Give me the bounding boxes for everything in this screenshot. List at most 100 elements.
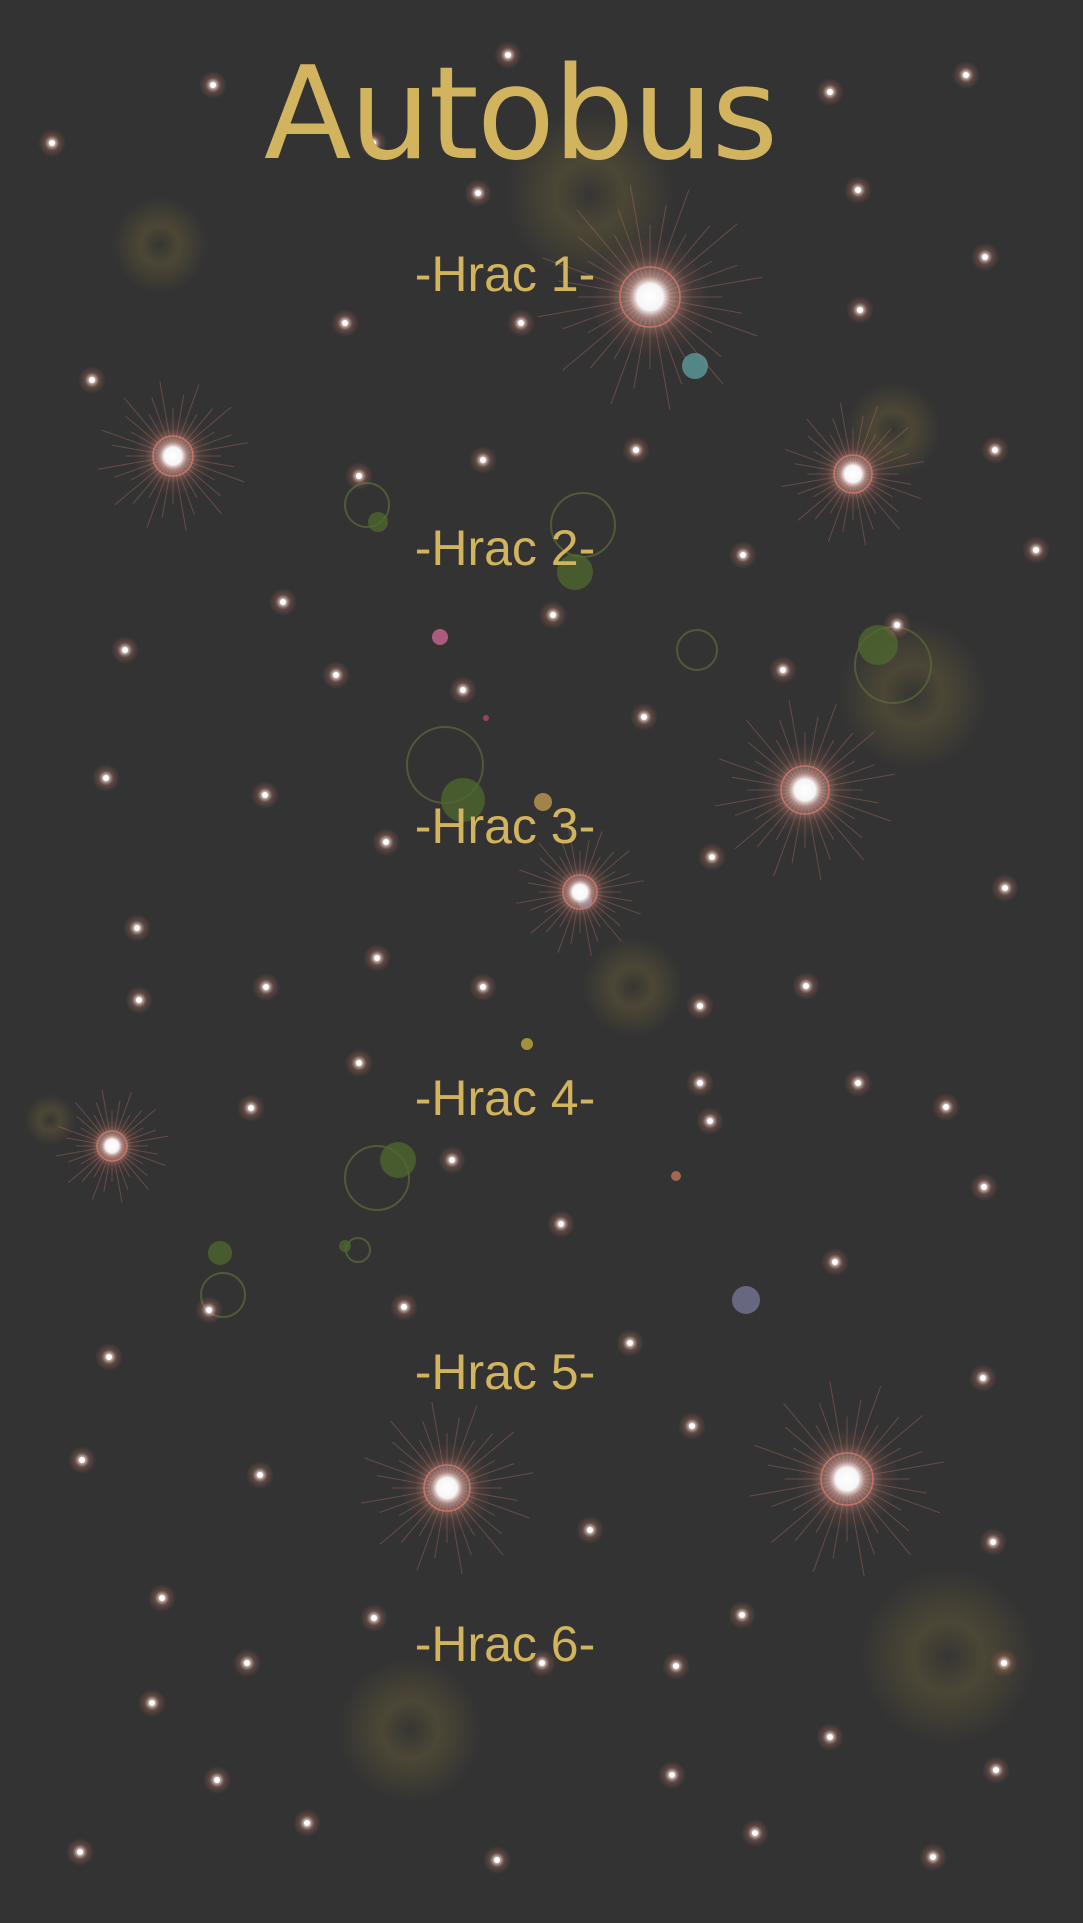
star — [930, 1854, 936, 1860]
star — [780, 667, 786, 673]
star — [633, 447, 639, 453]
star — [257, 1472, 263, 1478]
star — [539, 1660, 545, 1666]
bokeh-dot — [380, 1142, 416, 1178]
star — [982, 254, 988, 260]
star — [494, 1857, 500, 1863]
star — [740, 552, 746, 558]
star — [248, 1105, 254, 1111]
star — [673, 1663, 679, 1669]
bokeh-dot — [671, 1171, 681, 1181]
star — [627, 1340, 633, 1346]
bokeh-halo — [24, 1094, 76, 1146]
bokeh-dot — [557, 554, 593, 590]
bokeh-dot — [521, 1038, 533, 1050]
star — [943, 1104, 949, 1110]
bokeh-halos — [24, 110, 1036, 1802]
star — [1001, 1660, 1007, 1666]
star — [587, 1527, 593, 1533]
star — [262, 792, 268, 798]
star — [697, 1003, 703, 1009]
bright-star — [715, 700, 895, 880]
star — [480, 984, 486, 990]
star — [558, 1221, 564, 1227]
star — [122, 647, 128, 653]
player-2-button[interactable]: -Hrac 2- — [414, 520, 596, 576]
bokeh-dot — [432, 629, 448, 645]
bokeh-dot — [732, 1286, 760, 1314]
star — [356, 473, 362, 479]
stars — [38, 41, 1050, 1874]
star — [990, 1539, 996, 1545]
bokeh-ring — [676, 629, 718, 671]
star — [707, 1118, 713, 1124]
star — [280, 599, 286, 605]
star — [77, 1849, 83, 1855]
bokeh-halo — [505, 110, 675, 280]
star — [460, 687, 466, 693]
star — [739, 1612, 745, 1618]
star — [1002, 885, 1008, 891]
star — [709, 854, 715, 860]
star — [832, 1259, 838, 1265]
star — [855, 187, 861, 193]
star — [159, 1595, 165, 1601]
bokeh-dot — [339, 1240, 351, 1252]
star — [89, 377, 95, 383]
player-3-button[interactable]: -Hrac 3- — [414, 798, 596, 854]
bokeh-dot — [368, 512, 388, 532]
bokeh-rings — [200, 353, 932, 1318]
star — [304, 1820, 310, 1826]
star — [980, 1375, 986, 1381]
star — [103, 775, 109, 781]
star — [244, 1660, 250, 1666]
star — [333, 672, 339, 678]
player-4-button[interactable]: -Hrac 4- — [414, 1070, 596, 1126]
star — [857, 307, 863, 313]
player-6-button[interactable]: -Hrac 6- — [414, 1616, 596, 1672]
star — [106, 1354, 112, 1360]
star — [79, 1457, 85, 1463]
star — [206, 1307, 212, 1313]
star — [210, 82, 216, 88]
star — [992, 447, 998, 453]
star — [214, 1777, 220, 1783]
player-1-button[interactable]: -Hrac 1- — [414, 246, 596, 302]
star — [371, 1615, 377, 1621]
star — [505, 52, 511, 58]
bright-star — [516, 828, 644, 956]
bokeh-halo — [338, 1658, 482, 1802]
page-title: Autobus — [263, 40, 778, 189]
star — [149, 1700, 155, 1706]
star — [374, 955, 380, 961]
bokeh-dot — [208, 1241, 232, 1265]
star — [894, 622, 900, 628]
star — [641, 714, 647, 720]
star — [963, 72, 969, 78]
star — [981, 1184, 987, 1190]
star — [803, 983, 809, 989]
bokeh-dot — [534, 793, 552, 811]
star — [855, 1080, 861, 1086]
bokeh-ring — [200, 1272, 246, 1318]
star — [401, 1304, 407, 1310]
player-5-button[interactable]: -Hrac 5- — [414, 1344, 596, 1400]
bokeh-dot — [483, 715, 489, 721]
star — [827, 1734, 833, 1740]
bright-star — [781, 402, 925, 546]
star — [356, 1060, 362, 1066]
bright-star — [360, 1401, 534, 1575]
star — [550, 612, 556, 618]
star — [697, 1080, 703, 1086]
star — [669, 1772, 675, 1778]
star — [480, 457, 486, 463]
star — [136, 997, 142, 1003]
bokeh-dot — [441, 778, 485, 822]
bokeh-ring — [345, 1237, 371, 1263]
star — [689, 1423, 695, 1429]
star — [752, 1830, 758, 1836]
bright-star — [749, 1381, 945, 1577]
bokeh-dot — [682, 353, 708, 379]
bokeh-ring — [344, 1145, 410, 1211]
